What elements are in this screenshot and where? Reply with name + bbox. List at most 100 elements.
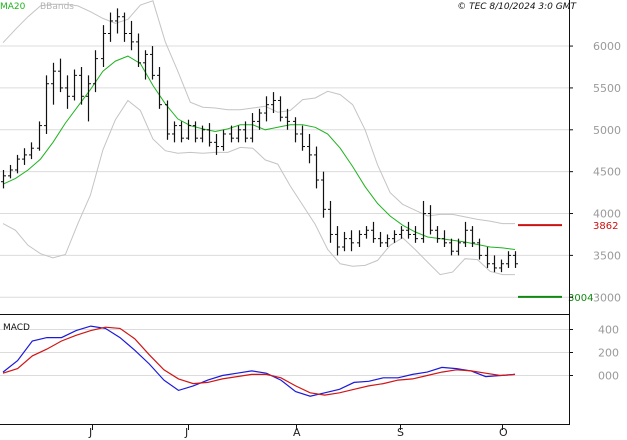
- ohlc-bar: [65, 75, 70, 109]
- x-tick-label: J: [88, 426, 92, 439]
- legend: MA20 BBands: [0, 2, 74, 12]
- ohlc-bar: [285, 108, 290, 130]
- price-tick-label: 3000: [593, 291, 621, 304]
- macd-tick-label: 200: [598, 347, 619, 360]
- ohlc-bar: [29, 142, 34, 160]
- ohlc-bar: [456, 238, 461, 256]
- ohlc-bar: [442, 230, 447, 248]
- macd-panel: 400 200 000 MACD: [0, 323, 619, 397]
- ohlc-bar: [250, 113, 255, 143]
- ohlc-bars: [1, 8, 518, 273]
- ohlc-bar: [328, 200, 333, 243]
- ohlc-bar: [399, 226, 404, 239]
- ohlc-bar: [314, 146, 319, 189]
- bbands-lower-line: [2, 99, 515, 276]
- ohlc-bar: [15, 154, 20, 174]
- ohlc-bar: [357, 230, 362, 248]
- ohlc-bar: [413, 226, 418, 243]
- ohlc-bar: [300, 125, 305, 151]
- legend-ma20: MA20: [0, 2, 26, 12]
- copyright-timestamp: © TEC 8/10/2024 3:0 GMT: [457, 2, 577, 12]
- ohlc-bar: [22, 148, 27, 165]
- macd-tick-label: 000: [598, 370, 619, 383]
- ohlc-bar: [335, 226, 340, 256]
- ohlc-bar: [271, 92, 276, 114]
- price-tick-label: 5500: [593, 82, 621, 95]
- price-grid: [0, 45, 569, 298]
- ohlc-bar: [392, 230, 397, 243]
- ohlc-bar: [157, 66, 162, 109]
- ohlc-bar: [136, 33, 141, 67]
- ohlc-bar: [364, 226, 369, 239]
- ohlc-bar: [172, 121, 177, 143]
- macd-title: MACD: [3, 323, 30, 333]
- resistance-label: 3862: [593, 221, 618, 232]
- ohlc-bar: [207, 123, 212, 147]
- ohlc-bar: [229, 125, 234, 143]
- ohlc-bar: [513, 251, 518, 268]
- ohlc-bar: [421, 200, 426, 243]
- ohlc-bar: [143, 50, 148, 80]
- x-tick-label: J: [184, 426, 188, 439]
- macd-tick-label: 400: [598, 324, 619, 337]
- ohlc-bar: [221, 129, 226, 151]
- ohlc-bar: [129, 20, 134, 51]
- ohlc-bar: [492, 255, 497, 273]
- price-panel: 3862 3004 3000 3500 4000 4500 5000 5500 6000: [0, 0, 621, 304]
- ohlc-bar: [214, 133, 219, 155]
- ohlc-bar: [93, 50, 98, 93]
- ohlc-bar: [485, 247, 490, 268]
- ohlc-bar: [506, 251, 511, 268]
- ohlc-bar: [1, 169, 6, 189]
- ohlc-bar: [236, 125, 241, 143]
- price-tick-label: 4500: [593, 166, 621, 179]
- ohlc-bar: [371, 221, 376, 243]
- price-y-axis: 3000 3500 4000 4500 5000 5500 6000: [569, 40, 621, 304]
- ohlc-bar: [378, 231, 383, 248]
- ohlc-bar: [470, 226, 475, 248]
- price-tick-label: 5000: [593, 124, 621, 137]
- ohlc-bar: [193, 121, 198, 143]
- ohlc-bar: [243, 121, 248, 143]
- support-label: 3004: [568, 293, 593, 304]
- macd-lines: [2, 325, 516, 397]
- ohlc-bar: [499, 259, 504, 273]
- ohlc-bar: [449, 238, 454, 256]
- bollinger-bands: [2, 0, 515, 276]
- price-levels: 3862 3004: [518, 221, 618, 304]
- ohlc-bar: [72, 69, 77, 101]
- ohlc-bar: [79, 66, 84, 105]
- macd-line: [2, 325, 516, 397]
- ohlc-bar: [428, 205, 433, 235]
- signal-line: [2, 326, 516, 396]
- x-tick-label: A: [293, 426, 301, 439]
- ohlc-bar: [278, 96, 283, 122]
- ohlc-bar: [385, 234, 390, 248]
- ohlc-bar: [51, 62, 56, 105]
- ohlc-bar: [307, 133, 312, 164]
- price-tick-label: 3500: [593, 249, 621, 262]
- ohlc-bar: [349, 230, 354, 252]
- ohlc-bar: [122, 12, 127, 42]
- price-tick-label: 4000: [593, 208, 621, 221]
- ohlc-bar: [108, 12, 113, 42]
- ohlc-bar: [321, 171, 326, 218]
- ohlc-bar: [406, 221, 411, 239]
- ohlc-bar: [86, 75, 91, 122]
- ohlc-bar: [44, 75, 49, 134]
- x-tick-label: O: [499, 426, 508, 439]
- ohlc-bar: [150, 46, 155, 80]
- macd-y-axis: 400 200 000: [569, 324, 619, 383]
- ohlc-bar: [342, 231, 347, 252]
- ohlc-bar: [101, 25, 106, 67]
- legend-bbands: BBands: [40, 2, 74, 12]
- bbands-upper-line: [2, 0, 515, 225]
- ohlc-bar: [264, 96, 269, 122]
- ohlc-bar: [115, 8, 120, 34]
- ohlc-bar: [165, 100, 170, 140]
- ohlc-bar: [37, 121, 42, 151]
- ohlc-bar: [179, 121, 184, 143]
- ohlc-bar: [293, 117, 298, 143]
- ohlc-bar: [8, 164, 13, 179]
